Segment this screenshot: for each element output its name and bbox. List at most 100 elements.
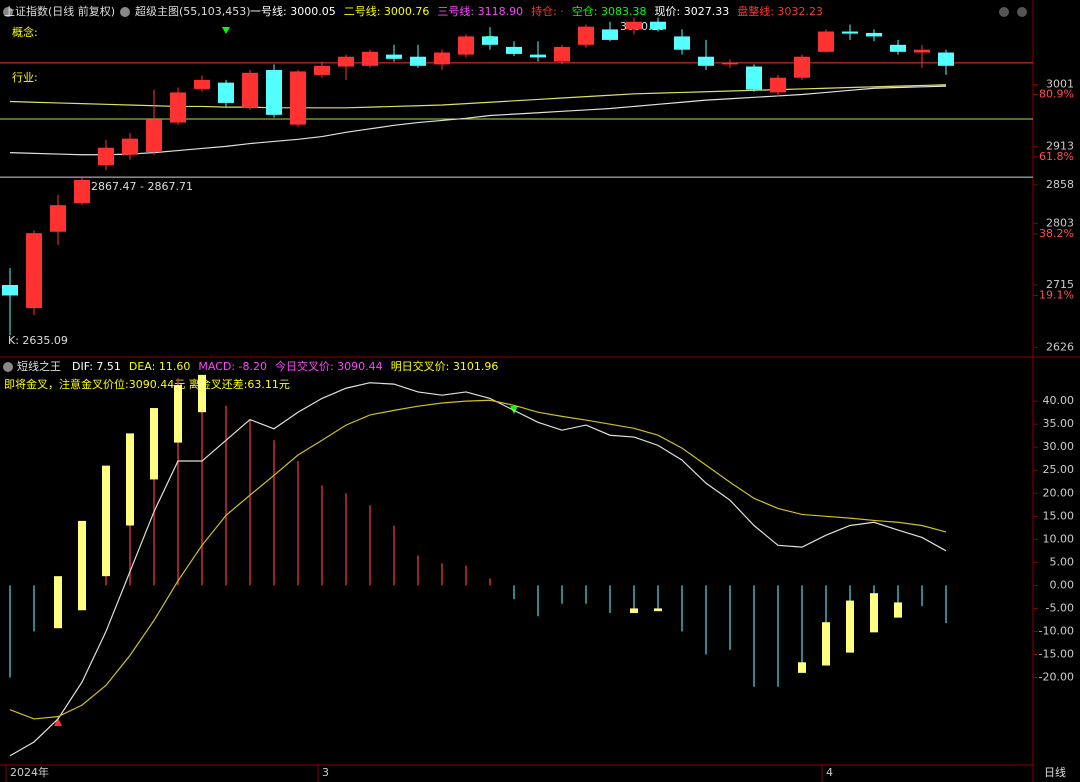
candle-body <box>194 79 210 89</box>
signal-box <box>798 662 806 673</box>
y-tick-label: 2858 <box>1046 178 1074 191</box>
panel-title: 短线之王 <box>17 359 61 373</box>
signal-box <box>54 576 62 629</box>
candle-body <box>914 49 930 53</box>
candle-body <box>74 179 90 204</box>
header-item: DEA: 11.60 <box>129 360 190 373</box>
candle-body <box>770 77 786 93</box>
arrow-icon <box>222 27 230 34</box>
candle-body <box>866 32 882 37</box>
menu-icon[interactable] <box>3 362 13 372</box>
signal-box <box>822 622 830 666</box>
header-item: 现价: 3027.33 <box>655 5 730 18</box>
candle-body <box>938 52 954 66</box>
header-item: 盘整线: 3032.23 <box>737 4 823 18</box>
candle-body <box>362 51 378 66</box>
candle-body <box>98 147 114 166</box>
menu-icon[interactable] <box>120 7 130 17</box>
chart-subtitle: 超级主图(55,103,453) <box>135 4 251 18</box>
y-tick-label: 61.8% <box>1039 150 1074 163</box>
candle-body <box>122 138 138 155</box>
signal-box <box>150 408 158 480</box>
y-tick-label: 2715 <box>1046 278 1074 291</box>
x-tick-label: 3 <box>322 766 329 779</box>
signal-box <box>870 593 878 633</box>
candle-body <box>482 36 498 45</box>
candle-body <box>242 72 258 108</box>
signal-box <box>654 608 662 612</box>
y-tick-label: 3001 <box>1046 78 1074 91</box>
candle-body <box>890 44 906 52</box>
arrow-icon <box>54 718 62 726</box>
candle-body <box>218 82 234 103</box>
header-item: DIF: 7.51 <box>72 360 121 373</box>
signal-box <box>78 520 86 611</box>
candle-body <box>842 31 858 34</box>
y-tick-label: 19.1% <box>1039 288 1074 301</box>
line <box>9 85 947 156</box>
signal-box <box>846 600 854 653</box>
signal-box <box>102 465 110 577</box>
label: 概念: <box>12 25 38 39</box>
y-tick-label: 2803 <box>1046 216 1074 229</box>
candle-body <box>410 56 426 66</box>
candle-body <box>434 52 450 65</box>
button-icon[interactable] <box>1017 7 1027 17</box>
period-label[interactable]: 日线 <box>1044 765 1066 779</box>
label: 行业: <box>12 71 38 84</box>
candle-body <box>50 205 66 232</box>
candle-body <box>146 119 162 152</box>
header-item: 一号线: 3000.05 <box>250 4 336 18</box>
y-tick-label: 2626 <box>1046 340 1074 353</box>
candle-body <box>794 56 810 78</box>
y-tick-label: 20.00 <box>1043 486 1075 499</box>
y-tick-label: 80.9% <box>1039 88 1074 101</box>
y-tick-label: -10.00 <box>1039 624 1074 637</box>
y-tick-label: -15.00 <box>1039 647 1074 660</box>
header-item: 今日交叉价: 3090.44 <box>275 359 383 373</box>
header-item: 三号线: 3118.90 <box>437 4 523 18</box>
candle-body <box>698 56 714 66</box>
candle-body <box>818 31 834 52</box>
candle-body <box>290 71 306 125</box>
candle-body <box>722 63 738 65</box>
header-item: 空仓: 3083.38 <box>572 4 647 18</box>
y-tick-label: 2913 <box>1046 139 1074 152</box>
menu-icon[interactable] <box>3 7 13 17</box>
candle-body <box>458 36 474 55</box>
candle-body <box>626 21 642 30</box>
header-item: 二号线: 3000.76 <box>344 4 430 18</box>
button-icon[interactable] <box>999 7 1009 17</box>
candle-body <box>2 284 18 296</box>
line <box>9 399 947 720</box>
y-tick-label: 0.00 <box>1050 578 1075 591</box>
line <box>9 382 947 757</box>
candle-body <box>26 233 42 309</box>
y-tick-label: -5.00 <box>1046 601 1074 614</box>
y-tick-label: 5.00 <box>1050 555 1075 568</box>
y-tick-label: 30.00 <box>1043 440 1075 453</box>
y-tick-label: 38.2% <box>1039 227 1074 240</box>
candle-body <box>266 70 282 115</box>
annotation: K: 2635.09 <box>8 334 68 347</box>
signal-box <box>630 608 638 614</box>
candle-body <box>338 56 354 67</box>
y-tick-label: 10.00 <box>1043 532 1075 545</box>
signal-box <box>174 385 182 443</box>
candle-body <box>650 21 666 30</box>
candle-body <box>674 36 690 50</box>
candle-body <box>170 92 186 123</box>
signal-box <box>126 433 134 526</box>
y-tick-label: 15.00 <box>1043 509 1075 522</box>
annotation: 2867.47 - 2867.71 <box>91 180 193 193</box>
x-tick-label: 2024年 <box>10 765 49 779</box>
line <box>9 84 947 109</box>
candle-body <box>746 66 762 90</box>
candle-body <box>314 65 330 75</box>
header-item: 明日交叉价: 3101.96 <box>391 359 499 373</box>
header-item: 持仓: · <box>531 4 564 18</box>
candle-body <box>554 46 570 62</box>
candle-body <box>602 29 618 40</box>
